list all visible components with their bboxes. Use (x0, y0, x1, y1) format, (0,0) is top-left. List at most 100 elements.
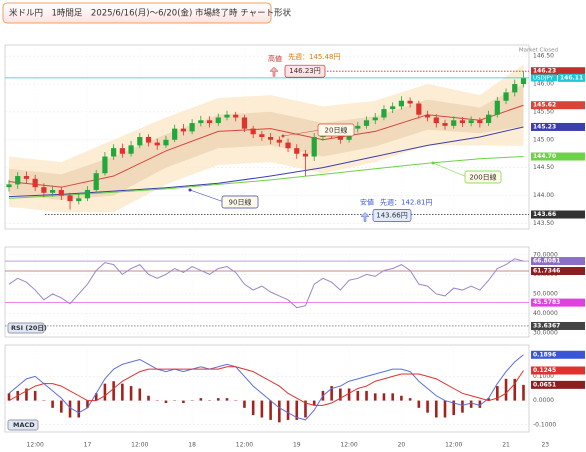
y-tick-label: 144.50 (533, 164, 554, 171)
candle-body (84, 189, 91, 199)
callout-label: 90日線 (229, 198, 252, 207)
level-box (531, 321, 585, 330)
callout-dot (188, 188, 192, 192)
candle-body (23, 176, 30, 179)
level-box (531, 67, 585, 76)
candle-body (520, 77, 527, 85)
histogram-bar (278, 400, 281, 423)
high-title: 高値 (268, 54, 282, 63)
histogram-bar (25, 388, 28, 401)
candle-body (503, 92, 509, 101)
high-last-week: 先週：145.48円 (288, 52, 341, 61)
histogram-bar (356, 390, 360, 401)
x-tick-label: 23 (541, 442, 549, 449)
level-label: 146.11 (560, 74, 583, 81)
level-box (531, 350, 585, 359)
candle-body (433, 117, 439, 124)
low-box (372, 209, 412, 222)
candle-body (93, 173, 99, 190)
candle-body (311, 137, 317, 157)
candle-body (355, 125, 361, 129)
level-label: 144.70 (533, 153, 556, 160)
candle-body (416, 103, 422, 115)
candle-body (363, 120, 370, 126)
histogram-bar (68, 400, 72, 418)
histogram-bar (347, 388, 351, 401)
panel-label: MACD (13, 421, 35, 429)
level-label: 33.6367 (533, 322, 560, 329)
candle-body (468, 120, 474, 124)
histogram-bar (382, 393, 386, 401)
histogram-bar (496, 386, 499, 401)
candle-body (6, 184, 12, 188)
histogram-bar (426, 400, 429, 413)
candle-body (154, 142, 160, 146)
level-tag-bg (531, 74, 557, 82)
candle-body (424, 114, 431, 118)
x-tick-label: 17 (84, 442, 92, 449)
x-tick-label: 12:00 (27, 442, 44, 449)
candle-body (268, 137, 274, 140)
callout-box (317, 123, 355, 137)
histogram-bar (365, 390, 368, 401)
histogram-bar (339, 388, 342, 401)
x-tick-label: 12:00 (445, 442, 462, 449)
histogram-bar (112, 381, 115, 401)
macd-line (8, 366, 524, 406)
candle-body (189, 123, 195, 132)
histogram-bar (504, 378, 508, 401)
histogram-bar (251, 400, 255, 416)
x-tick-label: 12:00 (236, 442, 253, 449)
histogram-bar (216, 398, 220, 401)
panel-label: RSI (20日) (11, 324, 47, 332)
level-box (531, 122, 585, 131)
candle-body (137, 137, 143, 146)
candle-body (512, 84, 518, 93)
level-box (531, 210, 585, 219)
histogram-bar (312, 400, 316, 406)
histogram-bar (400, 395, 403, 401)
candle-body (398, 100, 404, 107)
candle-body (486, 114, 492, 124)
histogram-bar (434, 400, 438, 418)
callout-label: 200日線 (469, 173, 496, 182)
callout-dot (431, 161, 435, 165)
title-box (2, 2, 272, 24)
histogram-bar (295, 400, 299, 420)
histogram-bar (408, 398, 412, 401)
histogram-bar (469, 400, 473, 408)
level-label: 45.5783 (533, 299, 560, 306)
low-arrow (360, 212, 370, 222)
candle-body (111, 148, 117, 157)
y-tick-label: 146.50 (533, 53, 554, 60)
candle-body (76, 198, 82, 202)
histogram-bar (417, 400, 421, 408)
histogram-bar (147, 395, 150, 401)
histogram-bar (260, 400, 264, 418)
panel-tag (7, 322, 45, 334)
level-box (531, 101, 585, 110)
x-tick-label: 12:00 (131, 442, 148, 449)
candle-body (41, 187, 47, 193)
histogram-bar (478, 400, 482, 408)
level-box (531, 366, 585, 375)
histogram-bar (373, 393, 377, 401)
callout-dot (281, 134, 285, 138)
candle-body (50, 189, 56, 193)
candle-body (198, 120, 204, 124)
level-label: 0.1245 (533, 367, 556, 374)
candle-body (337, 134, 343, 140)
candle-body (302, 153, 309, 157)
histogram-bar (487, 398, 490, 401)
y-tick-label: 50.0000 (533, 290, 558, 297)
candle-body (477, 120, 483, 124)
histogram-bar (51, 400, 54, 408)
histogram-bar (94, 393, 98, 401)
candle-body (224, 114, 230, 118)
candle-body (372, 117, 378, 121)
low-last-week: 先週：142.81円 (380, 198, 433, 207)
candle-body (128, 145, 134, 154)
histogram-bar (121, 383, 124, 401)
histogram-bar (304, 400, 307, 418)
candle-body (294, 148, 300, 154)
